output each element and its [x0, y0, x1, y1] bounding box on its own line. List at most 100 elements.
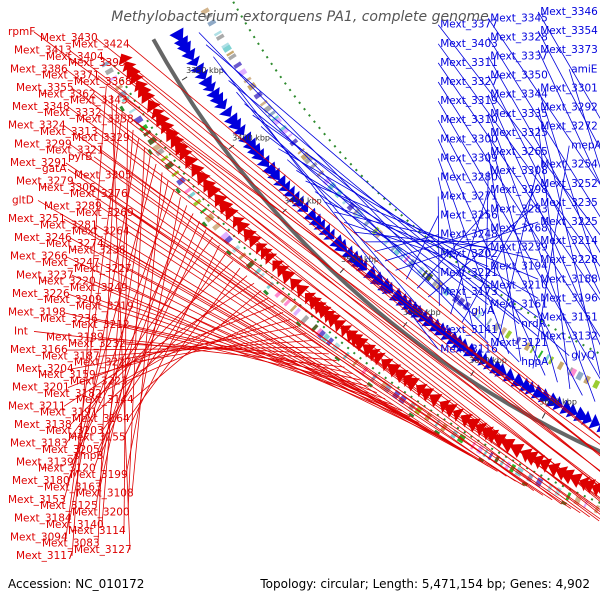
forward-gene-arrow [530, 384, 545, 399]
feature-tracks [101, 7, 600, 515]
gene-label-reverse: Mext_3166 [10, 344, 68, 356]
annotation-block [233, 61, 243, 69]
forward-gene-arrow [169, 27, 184, 43]
annotation-block [462, 301, 471, 311]
annotation-block [212, 222, 222, 231]
gene-label-reverse: Mext_3182 [44, 388, 102, 400]
gene-label-forward: Mext_3254 [540, 159, 598, 171]
leader-line-reverse [131, 172, 163, 494]
rna-marker [225, 249, 232, 256]
gene-label-reverse: Mext_3371 [42, 70, 100, 82]
leader-line-forward [450, 190, 489, 315]
forward-gene-arrow [190, 62, 204, 76]
forward-gene-arrow [209, 91, 224, 107]
leader-line-reverse [99, 221, 200, 457]
gene-label-reverse: Mext_3404 [46, 51, 104, 63]
annotation-block [568, 367, 578, 378]
gene-label-forward: Mext_3161 [490, 299, 548, 311]
leader-line-reverse [71, 213, 194, 463]
page-title: Methylobacterium extorquens PA1, complet… [111, 9, 489, 25]
leader-line-forward [437, 81, 600, 338]
annotation-block [472, 308, 479, 317]
gene-label-reverse: Mext_3108 [76, 488, 134, 500]
leader-line-reverse [127, 137, 600, 515]
gene-label-reverse: Mext_3189 [46, 332, 104, 344]
annotation-block [592, 379, 600, 390]
gene-label-reverse: Mext_3306 [38, 182, 96, 194]
gene-label-reverse: Mext_3139 [16, 456, 74, 468]
reverse-gene-arrow [334, 320, 347, 333]
annotation-block [371, 226, 380, 235]
annotation-block [300, 314, 310, 324]
rna-marker [334, 355, 341, 362]
annotation-block [133, 115, 144, 125]
gene-label-reverse: Mext_3279 [16, 176, 74, 188]
annotation-block [537, 350, 544, 359]
forward-gene-arrow [510, 372, 525, 387]
gene-label-reverse: Mext_3246 [14, 232, 72, 244]
leader-line-reverse [101, 150, 600, 522]
leader-line-forward [228, 80, 539, 337]
gene-label-forward: Mext_3350 [490, 70, 548, 82]
leader-line-reverse [69, 237, 471, 457]
forward-gene-arrow [206, 86, 220, 100]
rna-marker [262, 289, 269, 296]
gene-label-reverse: Mext_3184 [14, 513, 72, 525]
annotation-block [504, 330, 513, 340]
leader-line-forward [260, 126, 470, 312]
gene-label-forward: Mext_3328 [490, 31, 548, 43]
annotation-block [215, 33, 225, 41]
leader-line-reverse [129, 81, 600, 473]
gene-label-reverse: Mext_3413 [14, 45, 72, 57]
leader-line-reverse [129, 268, 428, 429]
leader-line-forward [568, 69, 600, 169]
leader-line-reverse [95, 37, 600, 439]
gene-label-forward: Mext_3298 [490, 184, 548, 196]
reverse-gene-arrow [122, 61, 137, 73]
forward-gene-arrow [489, 359, 504, 374]
annotation-block [361, 366, 369, 375]
annotation-block [321, 333, 331, 343]
gene-label-forward: Mext_3345 [490, 12, 548, 24]
leader-line-forward [384, 227, 489, 262]
annotation-block [523, 342, 532, 352]
gene-label-reverse: Mext_3362 [38, 88, 96, 100]
annotation-block [492, 322, 502, 332]
gene-label-forward: Mext_3194 [490, 261, 548, 273]
leader-line-forward [205, 44, 570, 356]
gene-label-reverse: Mext_3155 [68, 431, 126, 443]
annotation-block [221, 42, 230, 49]
leader-line-forward [487, 75, 600, 295]
leader-line-forward [484, 171, 489, 339]
reverse-gene-arrow [402, 374, 414, 388]
annotation-block [543, 354, 551, 363]
leader-line-reverse [125, 311, 284, 382]
annotation-block [253, 91, 263, 100]
gene-labels: rpmF Mext_3430Mext_3424Mext_3413Mext_3404… [8, 6, 600, 562]
annotation-block [534, 477, 544, 487]
annotation-block [160, 155, 169, 163]
annotation-block [213, 30, 223, 37]
tick-mark [228, 144, 235, 150]
annotation-block [383, 237, 391, 246]
reverse-gene-arrow [290, 278, 303, 292]
gene-label-forward: Mext_3196 [540, 292, 598, 304]
leader-line-reverse [131, 290, 262, 401]
leader-line-forward [537, 50, 600, 184]
gene-label-forward: Mext_3309 [440, 152, 498, 164]
gene-label-reverse: smpB [74, 450, 104, 462]
annotation-block [476, 445, 484, 455]
gene-label-forward: Mext_3403 [440, 38, 498, 50]
gene-label-forward: Mext_3373 [540, 44, 598, 56]
leader-line-forward [461, 183, 539, 323]
leader-line-forward [437, 24, 600, 236]
leader-line-reverse [97, 75, 600, 472]
annotation-block [567, 367, 574, 376]
gene-label-reverse: Mext_3209 [44, 294, 102, 306]
gene-label-reverse: Mext_3219 [76, 300, 134, 312]
reverse-gene-arrow [394, 369, 409, 383]
gene-label-forward: Mext_3151 [540, 311, 598, 323]
annotation-block [147, 136, 158, 146]
gene-label-reverse: Mext_3238 [68, 244, 126, 256]
